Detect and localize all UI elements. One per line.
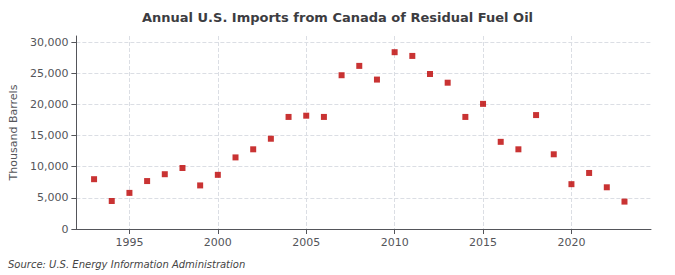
svg-text:2005: 2005 xyxy=(292,236,320,249)
svg-text:10,000: 10,000 xyxy=(30,160,69,173)
svg-text:30,000: 30,000 xyxy=(30,36,69,49)
svg-text:20,000: 20,000 xyxy=(30,98,69,111)
svg-text:5,000: 5,000 xyxy=(37,191,69,204)
svg-text:Annual U.S. Imports from Canad: Annual U.S. Imports from Canada of Resid… xyxy=(142,10,533,25)
svg-text:Thousand Barrels: Thousand Barrels xyxy=(7,84,20,181)
svg-text:2015: 2015 xyxy=(469,236,497,249)
svg-text:Source: U.S. Energy Informatio: Source: U.S. Energy Information Administ… xyxy=(8,259,245,270)
svg-text:2000: 2000 xyxy=(204,236,232,249)
svg-text:2010: 2010 xyxy=(381,236,409,249)
svg-text:0: 0 xyxy=(61,223,68,236)
svg-text:1995: 1995 xyxy=(115,236,143,249)
svg-text:2020: 2020 xyxy=(557,236,585,249)
svg-text:15,000: 15,000 xyxy=(30,129,69,142)
svg-text:25,000: 25,000 xyxy=(30,67,69,80)
